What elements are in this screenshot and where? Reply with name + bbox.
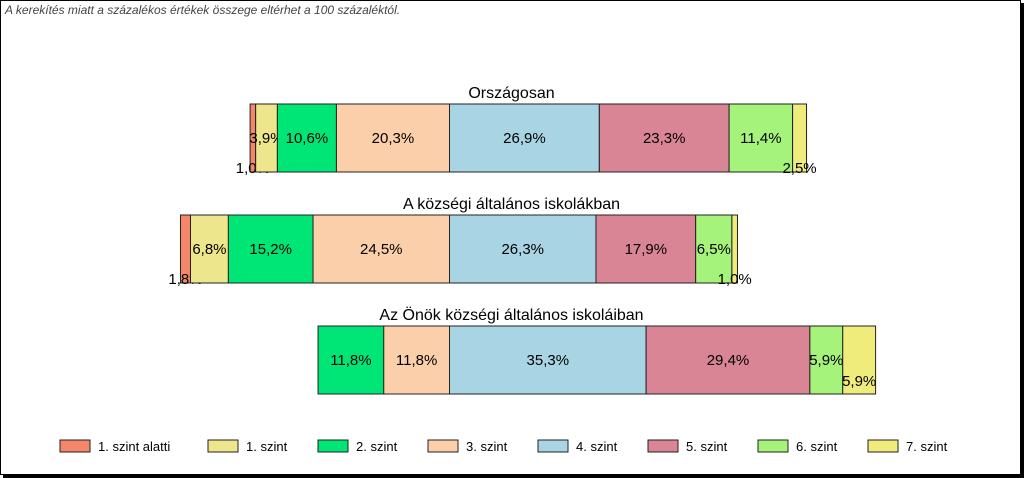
legend-swatch <box>207 439 239 453</box>
data-label: 3,9% <box>249 130 283 147</box>
legend-label: 2. szint <box>356 439 398 454</box>
legend: 1. szint alatti 1. szint 2. szint 3. szint 4… <box>59 439 948 454</box>
data-label: 5,9% <box>809 352 843 369</box>
data-label: 20,3% <box>372 130 415 147</box>
legend-item: 6. szint <box>757 439 838 454</box>
bar-segment <box>595 214 697 284</box>
bar-segment <box>792 103 808 173</box>
data-label: 24,5% <box>360 241 403 258</box>
bar-segment <box>449 214 597 284</box>
bar-segment <box>695 214 733 284</box>
legend-label: 1. szint <box>246 439 288 454</box>
data-label: 6,5% <box>697 241 731 258</box>
legend-label: 1. szint alatti <box>98 439 170 454</box>
data-label: 11,4% <box>740 130 781 147</box>
bar-segment <box>809 325 844 395</box>
data-label: 2,5% <box>782 160 816 177</box>
legend-swatch <box>537 439 569 453</box>
legend-swatch <box>647 439 679 453</box>
legend-swatch <box>59 439 91 453</box>
data-label: 23,3% <box>643 130 686 147</box>
rounding-note: A kerekítés miatt a százalékos értékek ö… <box>5 3 401 17</box>
legend-label: 5. szint <box>686 439 728 454</box>
data-label: 11,8% <box>396 352 437 369</box>
legend-item: 4. szint <box>537 439 618 454</box>
legend-label: 6. szint <box>796 439 838 454</box>
bar-segment <box>645 325 811 395</box>
data-label: 1,0% <box>718 271 752 288</box>
legend-item: 1. szint <box>207 439 288 454</box>
bar-segment <box>383 325 450 395</box>
legend-item: 5. szint <box>647 439 728 454</box>
group-title: Országosan <box>468 85 554 102</box>
legend-item: 1. szint alatti <box>59 439 170 454</box>
legend-swatch <box>757 439 789 453</box>
group-title: Az Önök községi általános iskoláiban <box>379 306 643 324</box>
legend-item: 3. szint <box>427 439 508 454</box>
data-label: 6,8% <box>192 241 226 258</box>
data-label: 5,9% <box>842 373 876 390</box>
legend-swatch <box>317 439 349 453</box>
legend-item: 7. szint <box>867 439 948 454</box>
legend-swatch <box>427 439 459 453</box>
data-label: 26,3% <box>501 241 544 258</box>
group-title: A községi általános iskolákban <box>403 196 620 213</box>
bar-segment <box>312 214 451 284</box>
bar-segment <box>842 325 877 395</box>
bar-segment <box>449 103 600 173</box>
legend-swatch <box>867 439 899 453</box>
bar-segment <box>190 214 229 284</box>
bar-segment <box>731 214 738 284</box>
data-label: 29,4% <box>707 352 750 369</box>
data-label: 10,6% <box>286 130 329 147</box>
data-label: 17,9% <box>625 241 668 258</box>
bar-segment <box>317 325 385 395</box>
legend-label: 3. szint <box>466 439 508 454</box>
legend-label: 4. szint <box>576 439 618 454</box>
legend-label: 7. szint <box>906 439 948 454</box>
bar-segment <box>227 214 314 284</box>
data-label: 15,2% <box>249 241 292 258</box>
data-label: 11,8% <box>330 352 371 369</box>
bar-segment <box>449 325 647 395</box>
data-label: 26,9% <box>503 130 546 147</box>
data-label: 35,3% <box>527 352 570 369</box>
legend-item: 2. szint <box>317 439 398 454</box>
bar-group-3: Az Önök községi általános iskoláiban 11,8… <box>317 306 877 395</box>
